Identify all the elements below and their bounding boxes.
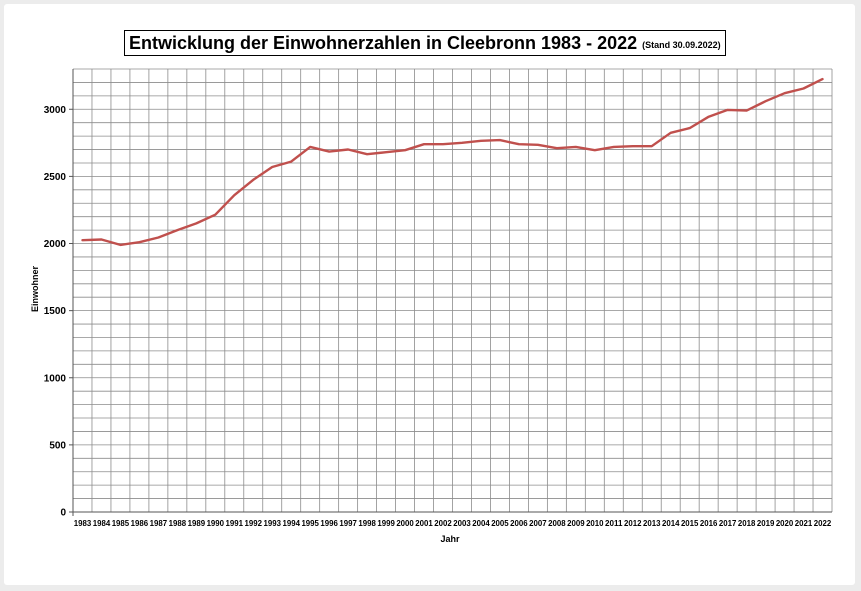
x-tick-label: 1985 xyxy=(112,519,130,528)
x-tick-label: 1984 xyxy=(93,519,111,528)
chart-title: Entwicklung der Einwohnerzahlen in Cleeb… xyxy=(129,32,638,53)
x-tick-label: 1995 xyxy=(301,519,319,528)
x-tick-label: 2002 xyxy=(434,519,452,528)
x-tick-label: 2019 xyxy=(757,519,775,528)
x-tick-label: 1986 xyxy=(131,519,149,528)
x-tick-label: 2001 xyxy=(415,519,433,528)
y-tick-label: 1000 xyxy=(44,373,67,384)
y-axis-label: Einwohner xyxy=(30,265,40,312)
x-tick-label: 1991 xyxy=(226,519,244,528)
chart-axes xyxy=(69,69,832,516)
chart-frame xyxy=(4,4,855,585)
x-tick-label: 2018 xyxy=(738,519,756,528)
x-tick-label: 2017 xyxy=(719,519,737,528)
chart-grid xyxy=(73,68,833,512)
series-line xyxy=(81,77,824,247)
x-tick-label: 2022 xyxy=(814,519,832,528)
x-tick-label: 1988 xyxy=(169,519,187,528)
x-tick-label: 2000 xyxy=(396,519,414,528)
x-tick-label: 2012 xyxy=(624,519,642,528)
x-tick-label: 1999 xyxy=(377,519,395,528)
x-tick-label: 2007 xyxy=(529,519,547,528)
x-tick-label: 1993 xyxy=(264,519,282,528)
chart-subtitle: (Stand 30.09.2022) xyxy=(642,40,721,50)
x-tick-label: 1997 xyxy=(339,519,357,528)
x-tick-label: 2009 xyxy=(567,519,585,528)
x-tick-label: 1990 xyxy=(207,519,225,528)
y-tick-labels: 0 500 1000 1500 2000 2500 3000 xyxy=(44,105,67,519)
x-tick-label: 2021 xyxy=(795,519,813,528)
x-tick-label: 2008 xyxy=(548,519,566,528)
y-tick-label: 2000 xyxy=(44,239,67,250)
x-axis-label: Jahr xyxy=(440,534,460,544)
x-tick-label: 1992 xyxy=(245,519,263,528)
y-tick-label: 500 xyxy=(49,440,66,451)
x-tick-label: 2016 xyxy=(700,519,718,528)
y-tick-label: 2500 xyxy=(44,172,67,183)
x-tick-label: 2015 xyxy=(681,519,699,528)
x-tick-label: 1994 xyxy=(282,519,300,528)
x-tick-label: 2006 xyxy=(510,519,528,528)
x-tick-label: 1987 xyxy=(150,519,168,528)
series-lines xyxy=(81,77,824,247)
x-tick-label: 1998 xyxy=(358,519,376,528)
x-tick-label: 2013 xyxy=(643,519,661,528)
chart-title-box: Entwicklung der Einwohnerzahlen in Cleeb… xyxy=(124,30,726,56)
x-tick-label: 2020 xyxy=(776,519,794,528)
x-tick-label: 2014 xyxy=(662,519,680,528)
x-tick-label: 1989 xyxy=(188,519,206,528)
x-tick-label: 2010 xyxy=(586,519,604,528)
y-tick-label: 3000 xyxy=(44,105,67,116)
y-tick-label: 1500 xyxy=(44,306,67,317)
x-tick-label: 2004 xyxy=(472,519,490,528)
x-tick-label: 1983 xyxy=(74,519,92,528)
x-tick-labels: 1983 1984 1985 1986 1987 1988 1989 1990 1991 1992… xyxy=(74,519,832,528)
y-tick-label: 0 xyxy=(60,508,66,519)
x-tick-label: 2011 xyxy=(605,519,623,528)
x-tick-label: 2005 xyxy=(491,519,509,528)
x-tick-label: 1996 xyxy=(320,519,338,528)
x-tick-label: 2003 xyxy=(453,519,471,528)
